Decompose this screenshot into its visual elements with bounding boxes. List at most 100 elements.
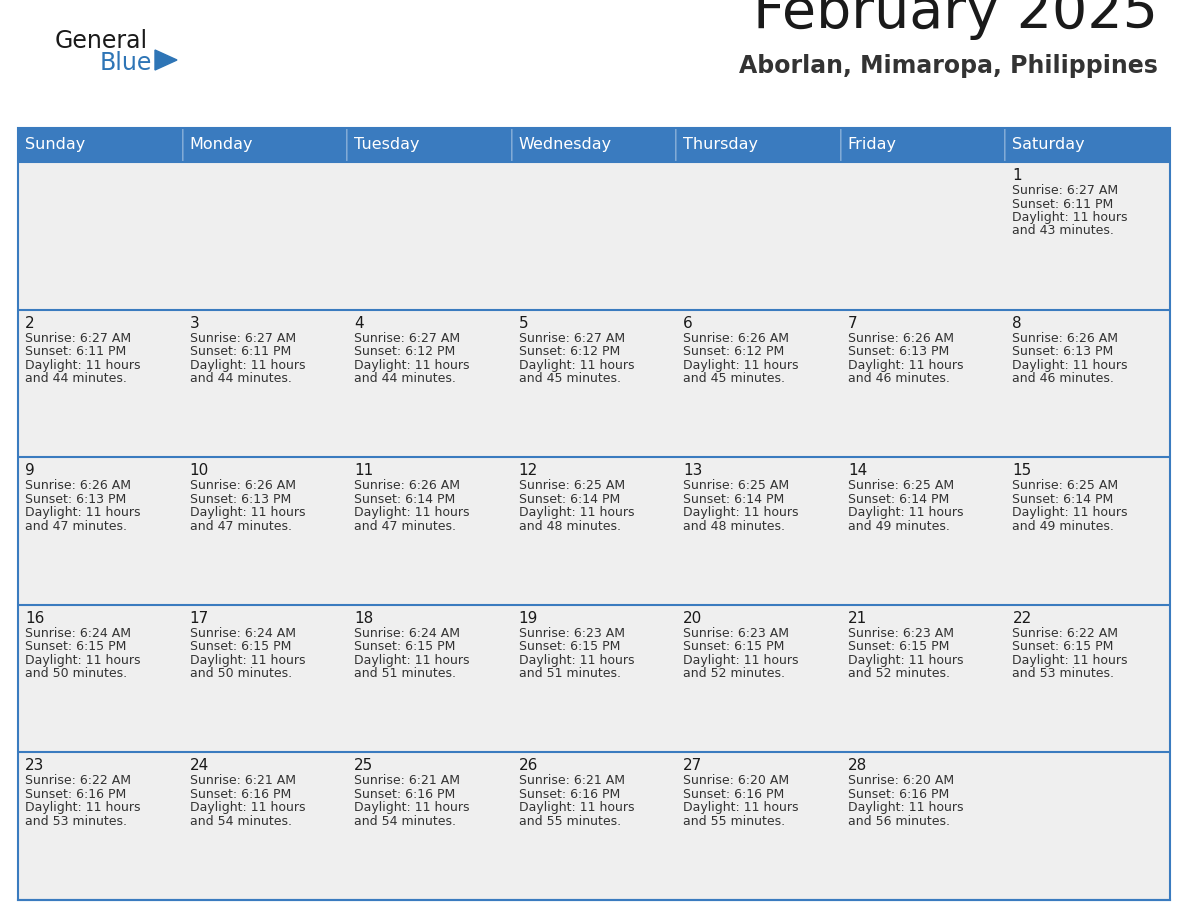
Text: and 52 minutes.: and 52 minutes.	[683, 667, 785, 680]
Text: Daylight: 11 hours: Daylight: 11 hours	[25, 359, 140, 372]
Text: Sunrise: 6:23 AM: Sunrise: 6:23 AM	[683, 627, 789, 640]
Text: Daylight: 11 hours: Daylight: 11 hours	[354, 654, 469, 666]
Text: Daylight: 11 hours: Daylight: 11 hours	[1012, 359, 1127, 372]
Text: Sunrise: 6:23 AM: Sunrise: 6:23 AM	[848, 627, 954, 640]
Text: 2: 2	[25, 316, 34, 330]
Text: Sunset: 6:16 PM: Sunset: 6:16 PM	[519, 788, 620, 800]
Text: Sunset: 6:14 PM: Sunset: 6:14 PM	[519, 493, 620, 506]
Bar	[18, 309, 1170, 457]
Text: 5: 5	[519, 316, 529, 330]
Text: 24: 24	[190, 758, 209, 773]
Text: Sunrise: 6:20 AM: Sunrise: 6:20 AM	[683, 775, 789, 788]
Text: and 48 minutes.: and 48 minutes.	[683, 520, 785, 532]
Text: 18: 18	[354, 610, 373, 626]
Text: and 54 minutes.: and 54 minutes.	[354, 815, 456, 828]
Text: and 51 minutes.: and 51 minutes.	[354, 667, 456, 680]
Text: 9: 9	[25, 464, 34, 478]
Text: Sunset: 6:14 PM: Sunset: 6:14 PM	[848, 493, 949, 506]
Text: and 53 minutes.: and 53 minutes.	[25, 815, 127, 828]
Text: Daylight: 11 hours: Daylight: 11 hours	[848, 801, 963, 814]
Text: 6: 6	[683, 316, 693, 330]
Text: Sunrise: 6:21 AM: Sunrise: 6:21 AM	[519, 775, 625, 788]
Bar	[676, 128, 841, 162]
Text: Sunset: 6:16 PM: Sunset: 6:16 PM	[848, 788, 949, 800]
Text: Sunset: 6:16 PM: Sunset: 6:16 PM	[190, 788, 291, 800]
Text: Sunset: 6:14 PM: Sunset: 6:14 PM	[354, 493, 455, 506]
Text: Daylight: 11 hours: Daylight: 11 hours	[848, 654, 963, 666]
Text: Sunset: 6:11 PM: Sunset: 6:11 PM	[190, 345, 291, 358]
Text: 20: 20	[683, 610, 702, 626]
Text: Sunrise: 6:25 AM: Sunrise: 6:25 AM	[683, 479, 789, 492]
Text: General: General	[55, 29, 148, 53]
Text: and 53 minutes.: and 53 minutes.	[1012, 667, 1114, 680]
Text: Friday: Friday	[848, 138, 897, 152]
Text: Daylight: 11 hours: Daylight: 11 hours	[683, 506, 798, 520]
Text: Sunset: 6:11 PM: Sunset: 6:11 PM	[25, 345, 126, 358]
Text: 27: 27	[683, 758, 702, 773]
Text: Sunrise: 6:21 AM: Sunrise: 6:21 AM	[354, 775, 460, 788]
Text: and 47 minutes.: and 47 minutes.	[25, 520, 127, 532]
Text: Sunday: Sunday	[25, 138, 86, 152]
Text: Sunrise: 6:24 AM: Sunrise: 6:24 AM	[25, 627, 131, 640]
Text: 17: 17	[190, 610, 209, 626]
Text: 13: 13	[683, 464, 702, 478]
Text: 8: 8	[1012, 316, 1022, 330]
Text: Sunset: 6:16 PM: Sunset: 6:16 PM	[25, 788, 126, 800]
Text: Daylight: 11 hours: Daylight: 11 hours	[519, 359, 634, 372]
Text: Sunrise: 6:27 AM: Sunrise: 6:27 AM	[519, 331, 625, 344]
Text: Daylight: 11 hours: Daylight: 11 hours	[190, 359, 305, 372]
Text: 26: 26	[519, 758, 538, 773]
Text: Sunset: 6:13 PM: Sunset: 6:13 PM	[25, 493, 126, 506]
Text: 4: 4	[354, 316, 364, 330]
Text: and 55 minutes.: and 55 minutes.	[519, 815, 621, 828]
Bar	[1005, 128, 1170, 162]
Text: Sunrise: 6:27 AM: Sunrise: 6:27 AM	[354, 331, 460, 344]
Text: and 47 minutes.: and 47 minutes.	[190, 520, 291, 532]
Text: 14: 14	[848, 464, 867, 478]
Text: Sunrise: 6:22 AM: Sunrise: 6:22 AM	[1012, 627, 1118, 640]
Text: Wednesday: Wednesday	[519, 138, 612, 152]
Text: and 45 minutes.: and 45 minutes.	[519, 372, 620, 385]
Text: and 47 minutes.: and 47 minutes.	[354, 520, 456, 532]
Text: Sunset: 6:12 PM: Sunset: 6:12 PM	[519, 345, 620, 358]
Text: Sunset: 6:15 PM: Sunset: 6:15 PM	[519, 640, 620, 654]
Text: Daylight: 11 hours: Daylight: 11 hours	[519, 654, 634, 666]
Text: February 2025: February 2025	[753, 0, 1158, 40]
Text: 3: 3	[190, 316, 200, 330]
Text: Daylight: 11 hours: Daylight: 11 hours	[25, 506, 140, 520]
Text: 21: 21	[848, 610, 867, 626]
Text: Thursday: Thursday	[683, 138, 758, 152]
Text: Sunset: 6:15 PM: Sunset: 6:15 PM	[190, 640, 291, 654]
Text: Sunrise: 6:26 AM: Sunrise: 6:26 AM	[25, 479, 131, 492]
Text: Sunset: 6:11 PM: Sunset: 6:11 PM	[1012, 197, 1113, 210]
Text: Sunrise: 6:24 AM: Sunrise: 6:24 AM	[190, 627, 296, 640]
Text: Sunrise: 6:27 AM: Sunrise: 6:27 AM	[25, 331, 131, 344]
Text: 22: 22	[1012, 610, 1031, 626]
Text: and 50 minutes.: and 50 minutes.	[25, 667, 127, 680]
Text: Sunrise: 6:20 AM: Sunrise: 6:20 AM	[848, 775, 954, 788]
Text: and 48 minutes.: and 48 minutes.	[519, 520, 620, 532]
Text: and 44 minutes.: and 44 minutes.	[354, 372, 456, 385]
Text: Tuesday: Tuesday	[354, 138, 419, 152]
Bar	[18, 457, 1170, 605]
Text: 23: 23	[25, 758, 44, 773]
Text: Sunrise: 6:27 AM: Sunrise: 6:27 AM	[1012, 184, 1119, 197]
Text: 11: 11	[354, 464, 373, 478]
Text: 28: 28	[848, 758, 867, 773]
Text: and 43 minutes.: and 43 minutes.	[1012, 225, 1114, 238]
Text: Sunset: 6:15 PM: Sunset: 6:15 PM	[1012, 640, 1114, 654]
Text: Daylight: 11 hours: Daylight: 11 hours	[354, 506, 469, 520]
Bar	[512, 128, 676, 162]
Text: Monday: Monday	[190, 138, 253, 152]
Text: and 49 minutes.: and 49 minutes.	[848, 520, 949, 532]
Bar	[183, 128, 347, 162]
Text: Sunrise: 6:24 AM: Sunrise: 6:24 AM	[354, 627, 460, 640]
Text: Sunrise: 6:26 AM: Sunrise: 6:26 AM	[190, 479, 296, 492]
Text: and 52 minutes.: and 52 minutes.	[848, 667, 950, 680]
Text: Daylight: 11 hours: Daylight: 11 hours	[190, 654, 305, 666]
Text: Sunrise: 6:25 AM: Sunrise: 6:25 AM	[848, 479, 954, 492]
Text: Sunset: 6:15 PM: Sunset: 6:15 PM	[848, 640, 949, 654]
Text: Sunset: 6:12 PM: Sunset: 6:12 PM	[683, 345, 784, 358]
Text: Daylight: 11 hours: Daylight: 11 hours	[190, 801, 305, 814]
Text: Daylight: 11 hours: Daylight: 11 hours	[354, 359, 469, 372]
